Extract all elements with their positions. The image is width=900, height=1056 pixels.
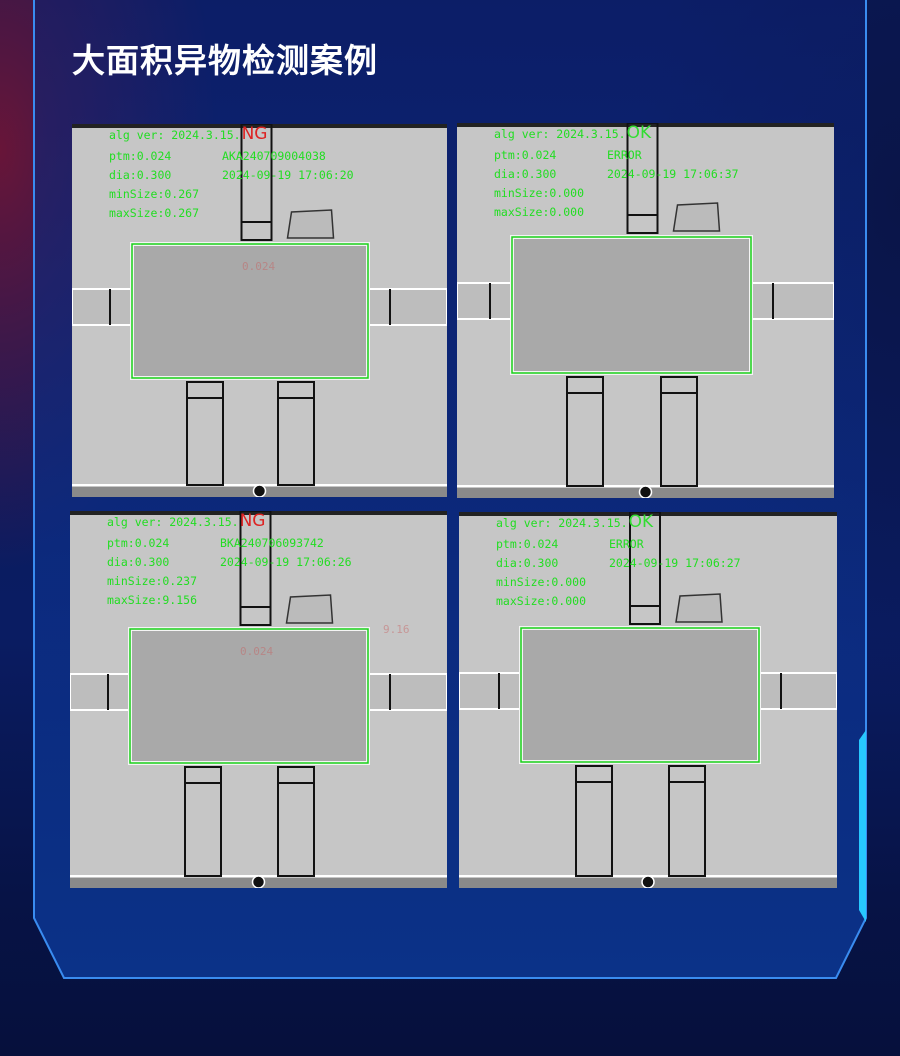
max-size: maxSize:0.000 xyxy=(496,594,587,608)
timestamp: 2024-09-19 17:06:26 xyxy=(220,555,352,569)
timestamp: 2024-09-19 17:06:37 xyxy=(607,167,739,181)
xray-drawing xyxy=(459,512,837,888)
dia-value: dia:0.300 xyxy=(496,556,559,570)
dia-value: dia:0.300 xyxy=(109,168,172,182)
part-code: BKA240706093742 xyxy=(220,536,324,550)
inspection-image-4: alg ver: 2024.3.15. OK ptm:0.024 ERROR d… xyxy=(459,512,837,888)
timestamp: 2024-09-19 17:06:27 xyxy=(609,556,741,570)
part-code: ERROR xyxy=(607,148,642,162)
page-title: 大面积异物检测案例 xyxy=(72,41,378,80)
inspection-image-2: alg ver: 2024.3.15. OK ptm:0.024 ERROR d… xyxy=(457,123,834,498)
header-row: alg ver: 2024.3.15. NG xyxy=(107,511,265,531)
status-label: NG xyxy=(239,511,266,531)
alg-version: alg ver: 2024.3.15. xyxy=(496,516,628,530)
timestamp: 2024-09-19 17:06:20 xyxy=(222,168,354,182)
defect-label: 0.024 xyxy=(240,645,274,658)
min-size: minSize:0.000 xyxy=(494,186,585,200)
dia-value: dia:0.300 xyxy=(494,167,557,181)
part-code: ERROR xyxy=(609,537,644,551)
status-label: OK xyxy=(628,512,654,532)
defect-label: 9.16 xyxy=(383,623,410,636)
max-size: maxSize:9.156 xyxy=(107,593,198,607)
dia-value: dia:0.300 xyxy=(107,555,170,569)
ptm-value: ptm:0.024 xyxy=(107,536,170,550)
ptm-value: ptm:0.024 xyxy=(109,149,172,163)
min-size: minSize:0.237 xyxy=(107,574,198,588)
max-size: maxSize:0.267 xyxy=(109,206,200,220)
header-row: alg ver: 2024.3.15. OK xyxy=(496,512,653,532)
inspection-image-1: alg ver: 2024.3.15. NG ptm:0.024 AKA2407… xyxy=(72,124,447,497)
alg-version: alg ver: 2024.3.15. xyxy=(494,127,626,141)
alg-version: alg ver: 2024.3.15. xyxy=(107,515,239,529)
max-size: maxSize:0.000 xyxy=(494,205,585,219)
xray-drawing xyxy=(457,123,834,498)
xray-drawing xyxy=(70,511,447,888)
alg-version: alg ver: 2024.3.15. xyxy=(109,128,241,142)
xray-drawing xyxy=(72,124,447,497)
inspection-image-3: alg ver: 2024.3.15. NG ptm:0.024 BKA2407… xyxy=(70,511,447,888)
min-size: minSize:0.000 xyxy=(496,575,587,589)
status-label: NG xyxy=(241,124,268,144)
ptm-value: ptm:0.024 xyxy=(494,148,557,162)
header-row: alg ver: 2024.3.15. NG xyxy=(109,124,267,144)
min-size: minSize:0.267 xyxy=(109,187,200,201)
part-code: AKA240709004038 xyxy=(222,149,326,163)
ptm-value: ptm:0.024 xyxy=(496,537,559,551)
status-label: OK xyxy=(626,123,652,143)
header-row: alg ver: 2024.3.15. OK xyxy=(494,123,651,143)
defect-label: 0.024 xyxy=(242,260,276,273)
